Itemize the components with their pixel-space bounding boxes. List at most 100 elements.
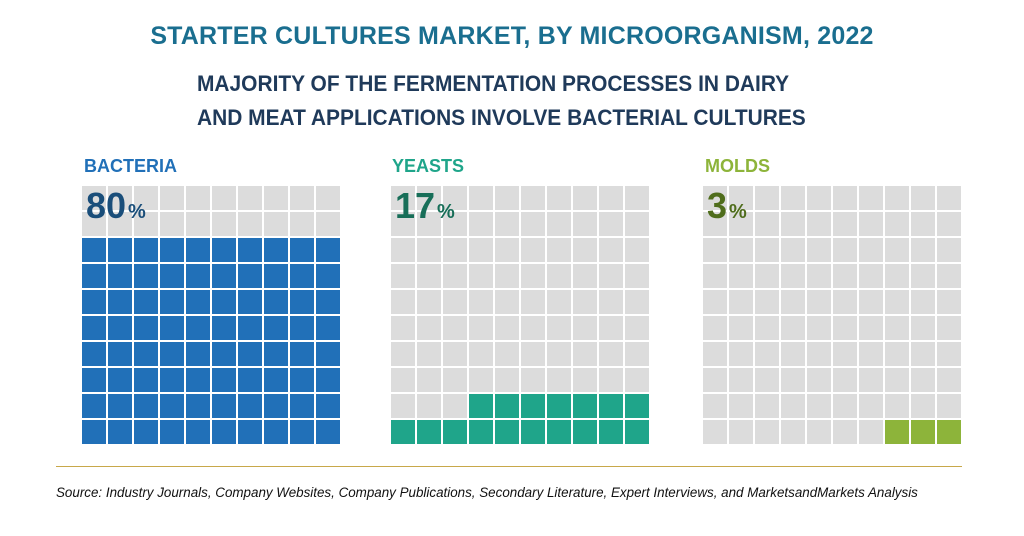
cell-empty-bacteria	[316, 186, 340, 210]
cell-empty-molds	[833, 264, 857, 288]
cell-empty-molds	[729, 420, 753, 444]
cell-filled-bacteria	[316, 420, 340, 444]
cell-filled-bacteria	[238, 290, 262, 314]
cell-filled-bacteria	[264, 238, 288, 262]
cell-empty-yeasts	[547, 238, 571, 262]
cell-empty-molds	[937, 290, 961, 314]
cell-filled-bacteria	[212, 316, 236, 340]
cell-empty-yeasts	[443, 238, 467, 262]
cell-filled-bacteria	[82, 290, 106, 314]
cell-empty-yeasts	[391, 264, 415, 288]
cell-filled-bacteria	[108, 264, 132, 288]
cell-empty-yeasts	[625, 368, 649, 392]
cell-empty-molds	[937, 316, 961, 340]
cell-empty-yeasts	[417, 186, 441, 210]
cell-filled-bacteria	[186, 238, 210, 262]
cell-empty-molds	[937, 186, 961, 210]
cell-filled-yeasts	[573, 420, 597, 444]
cell-filled-yeasts	[495, 420, 519, 444]
cell-empty-molds	[703, 316, 727, 340]
cell-filled-bacteria	[290, 264, 314, 288]
cell-empty-molds	[885, 212, 909, 236]
cell-empty-yeasts	[391, 316, 415, 340]
cell-empty-yeasts	[625, 212, 649, 236]
cell-empty-molds	[703, 186, 727, 210]
cell-empty-yeasts	[573, 212, 597, 236]
waffle-bacteria: 80%	[82, 185, 340, 444]
label-yeasts: YEASTS	[392, 156, 465, 176]
cell-empty-molds	[703, 290, 727, 314]
cell-empty-molds	[703, 238, 727, 262]
cell-filled-bacteria	[134, 420, 158, 444]
cell-filled-bacteria	[316, 316, 340, 340]
cell-empty-molds	[937, 264, 961, 288]
cell-filled-bacteria	[290, 290, 314, 314]
cell-empty-molds	[937, 394, 961, 418]
cell-empty-molds	[703, 394, 727, 418]
cell-empty-molds	[781, 264, 805, 288]
cell-filled-bacteria	[238, 238, 262, 262]
cell-empty-molds	[937, 212, 961, 236]
cell-filled-bacteria	[108, 342, 132, 366]
cell-empty-molds	[859, 394, 883, 418]
cell-filled-bacteria	[238, 342, 262, 366]
cell-empty-yeasts	[443, 212, 467, 236]
cell-empty-molds	[729, 316, 753, 340]
cell-filled-bacteria	[134, 394, 158, 418]
cell-empty-molds	[781, 290, 805, 314]
cell-empty-molds	[885, 238, 909, 262]
cell-filled-bacteria	[108, 316, 132, 340]
cell-filled-yeasts	[469, 420, 493, 444]
cell-empty-yeasts	[417, 394, 441, 418]
cell-empty-yeasts	[469, 264, 493, 288]
cell-empty-molds	[911, 368, 935, 392]
cell-filled-bacteria	[264, 290, 288, 314]
cell-empty-yeasts	[443, 316, 467, 340]
cell-filled-bacteria	[108, 394, 132, 418]
cell-empty-molds	[885, 342, 909, 366]
source-note: Source: Industry Journals, Company Websi…	[56, 485, 918, 500]
cell-empty-molds	[755, 394, 779, 418]
cell-empty-yeasts	[391, 186, 415, 210]
cell-filled-bacteria	[316, 290, 340, 314]
cell-empty-yeasts	[443, 342, 467, 366]
cell-empty-yeasts	[443, 186, 467, 210]
cell-filled-bacteria	[134, 342, 158, 366]
cell-empty-yeasts	[599, 290, 623, 314]
cell-filled-yeasts	[599, 420, 623, 444]
cell-empty-bacteria	[290, 212, 314, 236]
cell-empty-molds	[703, 342, 727, 366]
cell-filled-bacteria	[82, 264, 106, 288]
cell-empty-yeasts	[443, 394, 467, 418]
cell-empty-bacteria	[108, 212, 132, 236]
cell-empty-molds	[833, 394, 857, 418]
cell-filled-bacteria	[290, 238, 314, 262]
cell-filled-yeasts	[521, 394, 545, 418]
cell-empty-molds	[781, 212, 805, 236]
cell-empty-molds	[807, 186, 831, 210]
cell-empty-molds	[807, 264, 831, 288]
cell-filled-bacteria	[82, 342, 106, 366]
cell-empty-yeasts	[599, 186, 623, 210]
cell-filled-bacteria	[134, 238, 158, 262]
cell-empty-bacteria	[160, 186, 184, 210]
cell-filled-bacteria	[82, 316, 106, 340]
cell-filled-yeasts	[391, 420, 415, 444]
cell-empty-molds	[755, 212, 779, 236]
cell-empty-molds	[833, 238, 857, 262]
cell-empty-molds	[911, 186, 935, 210]
cell-empty-molds	[859, 342, 883, 366]
cell-filled-bacteria	[290, 368, 314, 392]
cell-empty-molds	[911, 394, 935, 418]
cell-filled-bacteria	[108, 290, 132, 314]
cell-empty-yeasts	[417, 368, 441, 392]
cell-empty-yeasts	[495, 316, 519, 340]
cell-empty-molds	[729, 394, 753, 418]
cell-empty-yeasts	[417, 316, 441, 340]
cell-empty-yeasts	[547, 290, 571, 314]
cell-empty-yeasts	[521, 368, 545, 392]
cell-empty-yeasts	[547, 212, 571, 236]
cell-empty-molds	[911, 316, 935, 340]
cell-filled-yeasts	[547, 420, 571, 444]
cell-empty-molds	[885, 316, 909, 340]
